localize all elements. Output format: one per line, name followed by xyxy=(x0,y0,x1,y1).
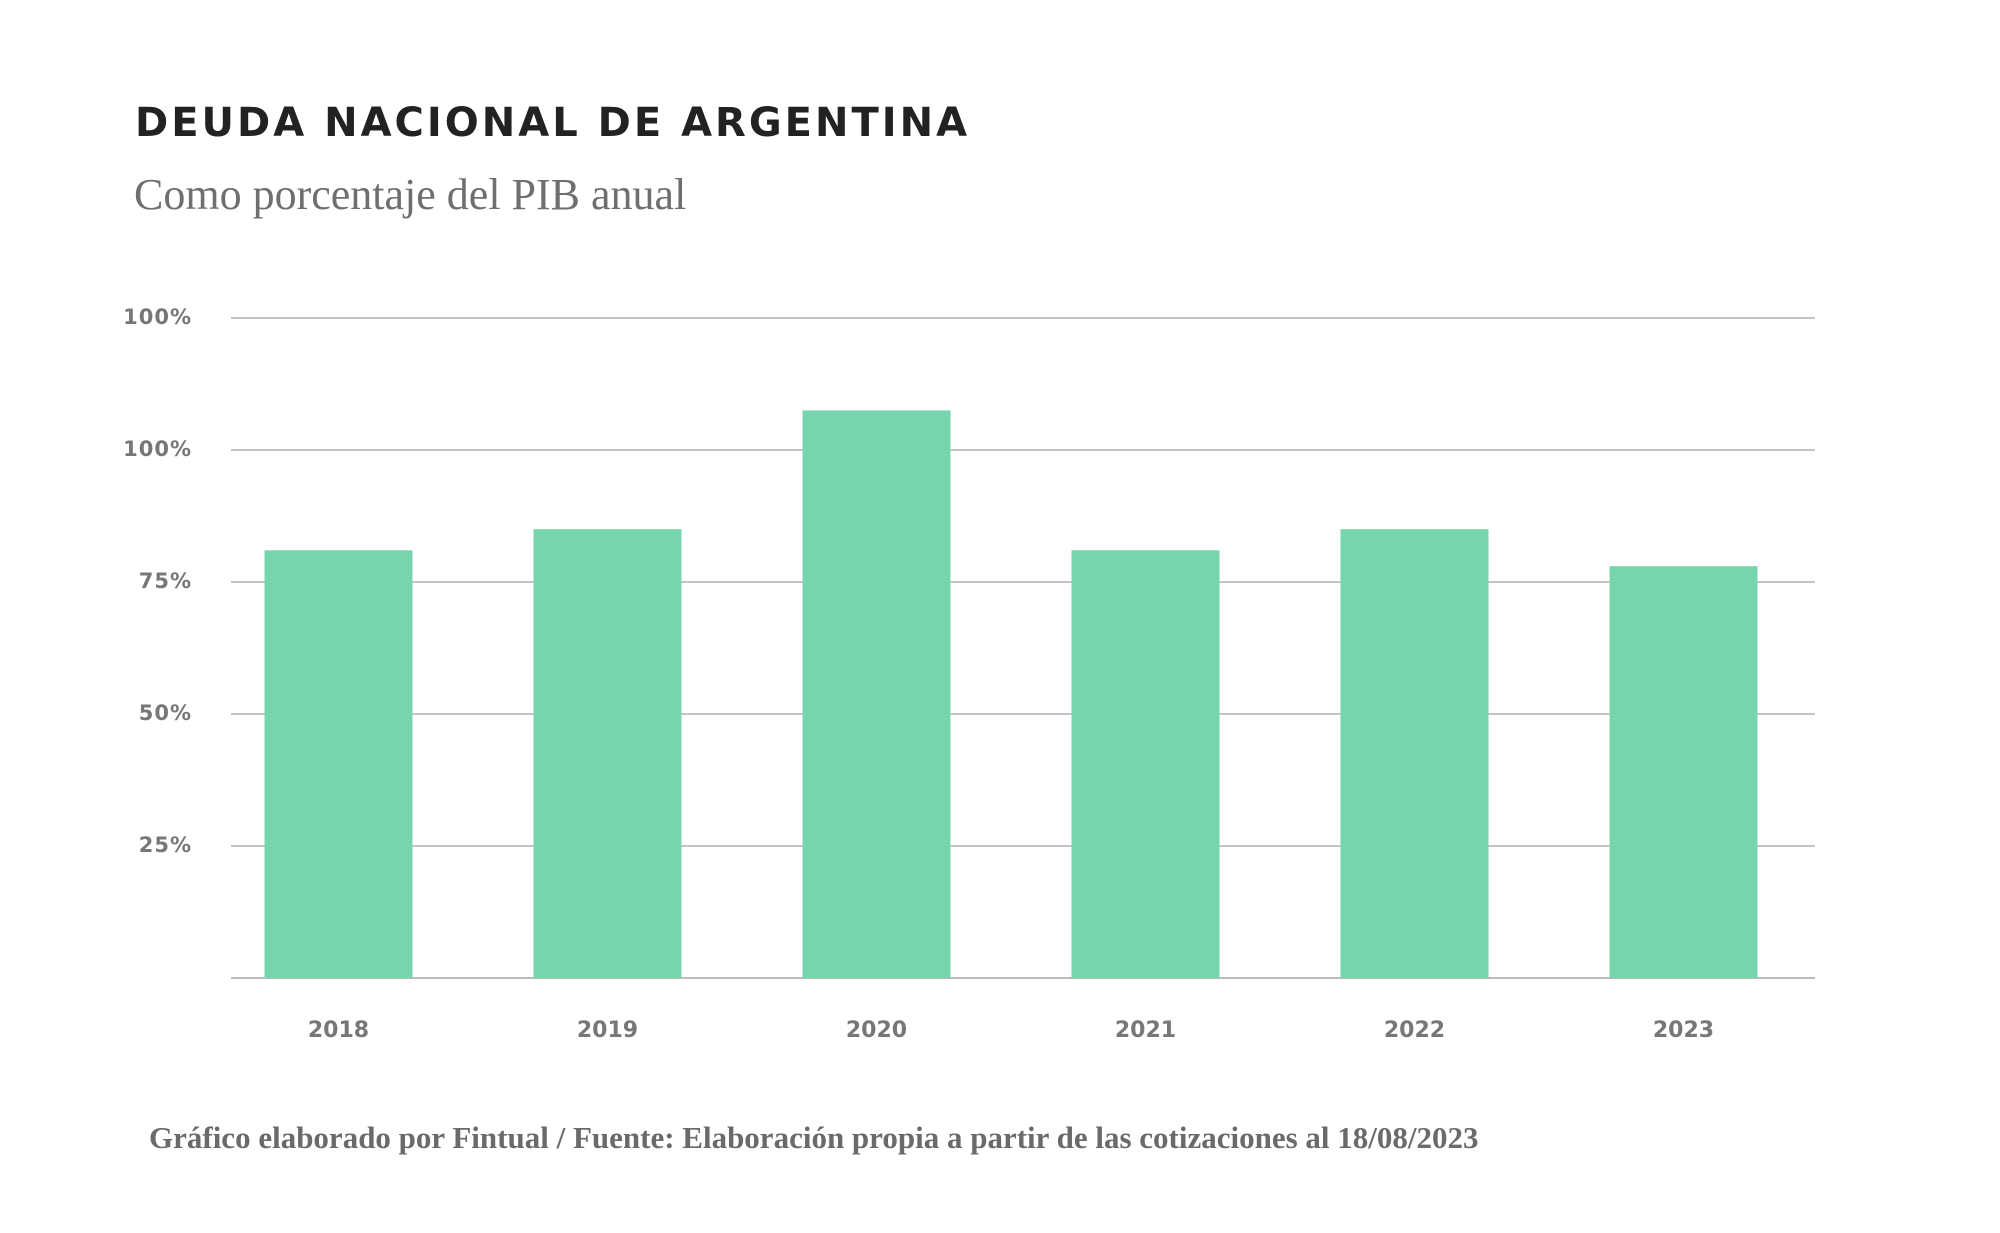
y-tick-label: 100% xyxy=(123,437,192,461)
chart-subtitle: Como porcentaje del PIB anual xyxy=(134,170,686,219)
bar xyxy=(1071,550,1220,978)
x-tick-label: 2019 xyxy=(577,1018,638,1043)
y-tick-label: 25% xyxy=(139,833,192,857)
y-tick-label: 100% xyxy=(123,305,192,329)
bar xyxy=(802,410,951,978)
x-tick-label: 2020 xyxy=(846,1018,907,1043)
source-note: Gráfico elaborado por Fintual / Fuente: … xyxy=(149,1120,1479,1155)
bar xyxy=(1609,566,1758,978)
x-tick-label: 2022 xyxy=(1384,1018,1445,1043)
x-tick-label: 2023 xyxy=(1653,1018,1714,1043)
x-tick-label: 2021 xyxy=(1115,1018,1176,1043)
chart-title: DEUDA NACIONAL DE ARGENTINA xyxy=(135,100,970,146)
bar xyxy=(264,550,413,978)
y-tick-label: 75% xyxy=(139,569,192,593)
bar xyxy=(533,529,682,978)
x-tick-label: 2018 xyxy=(308,1018,369,1043)
bar xyxy=(1340,529,1489,978)
y-tick-label: 50% xyxy=(139,701,192,725)
